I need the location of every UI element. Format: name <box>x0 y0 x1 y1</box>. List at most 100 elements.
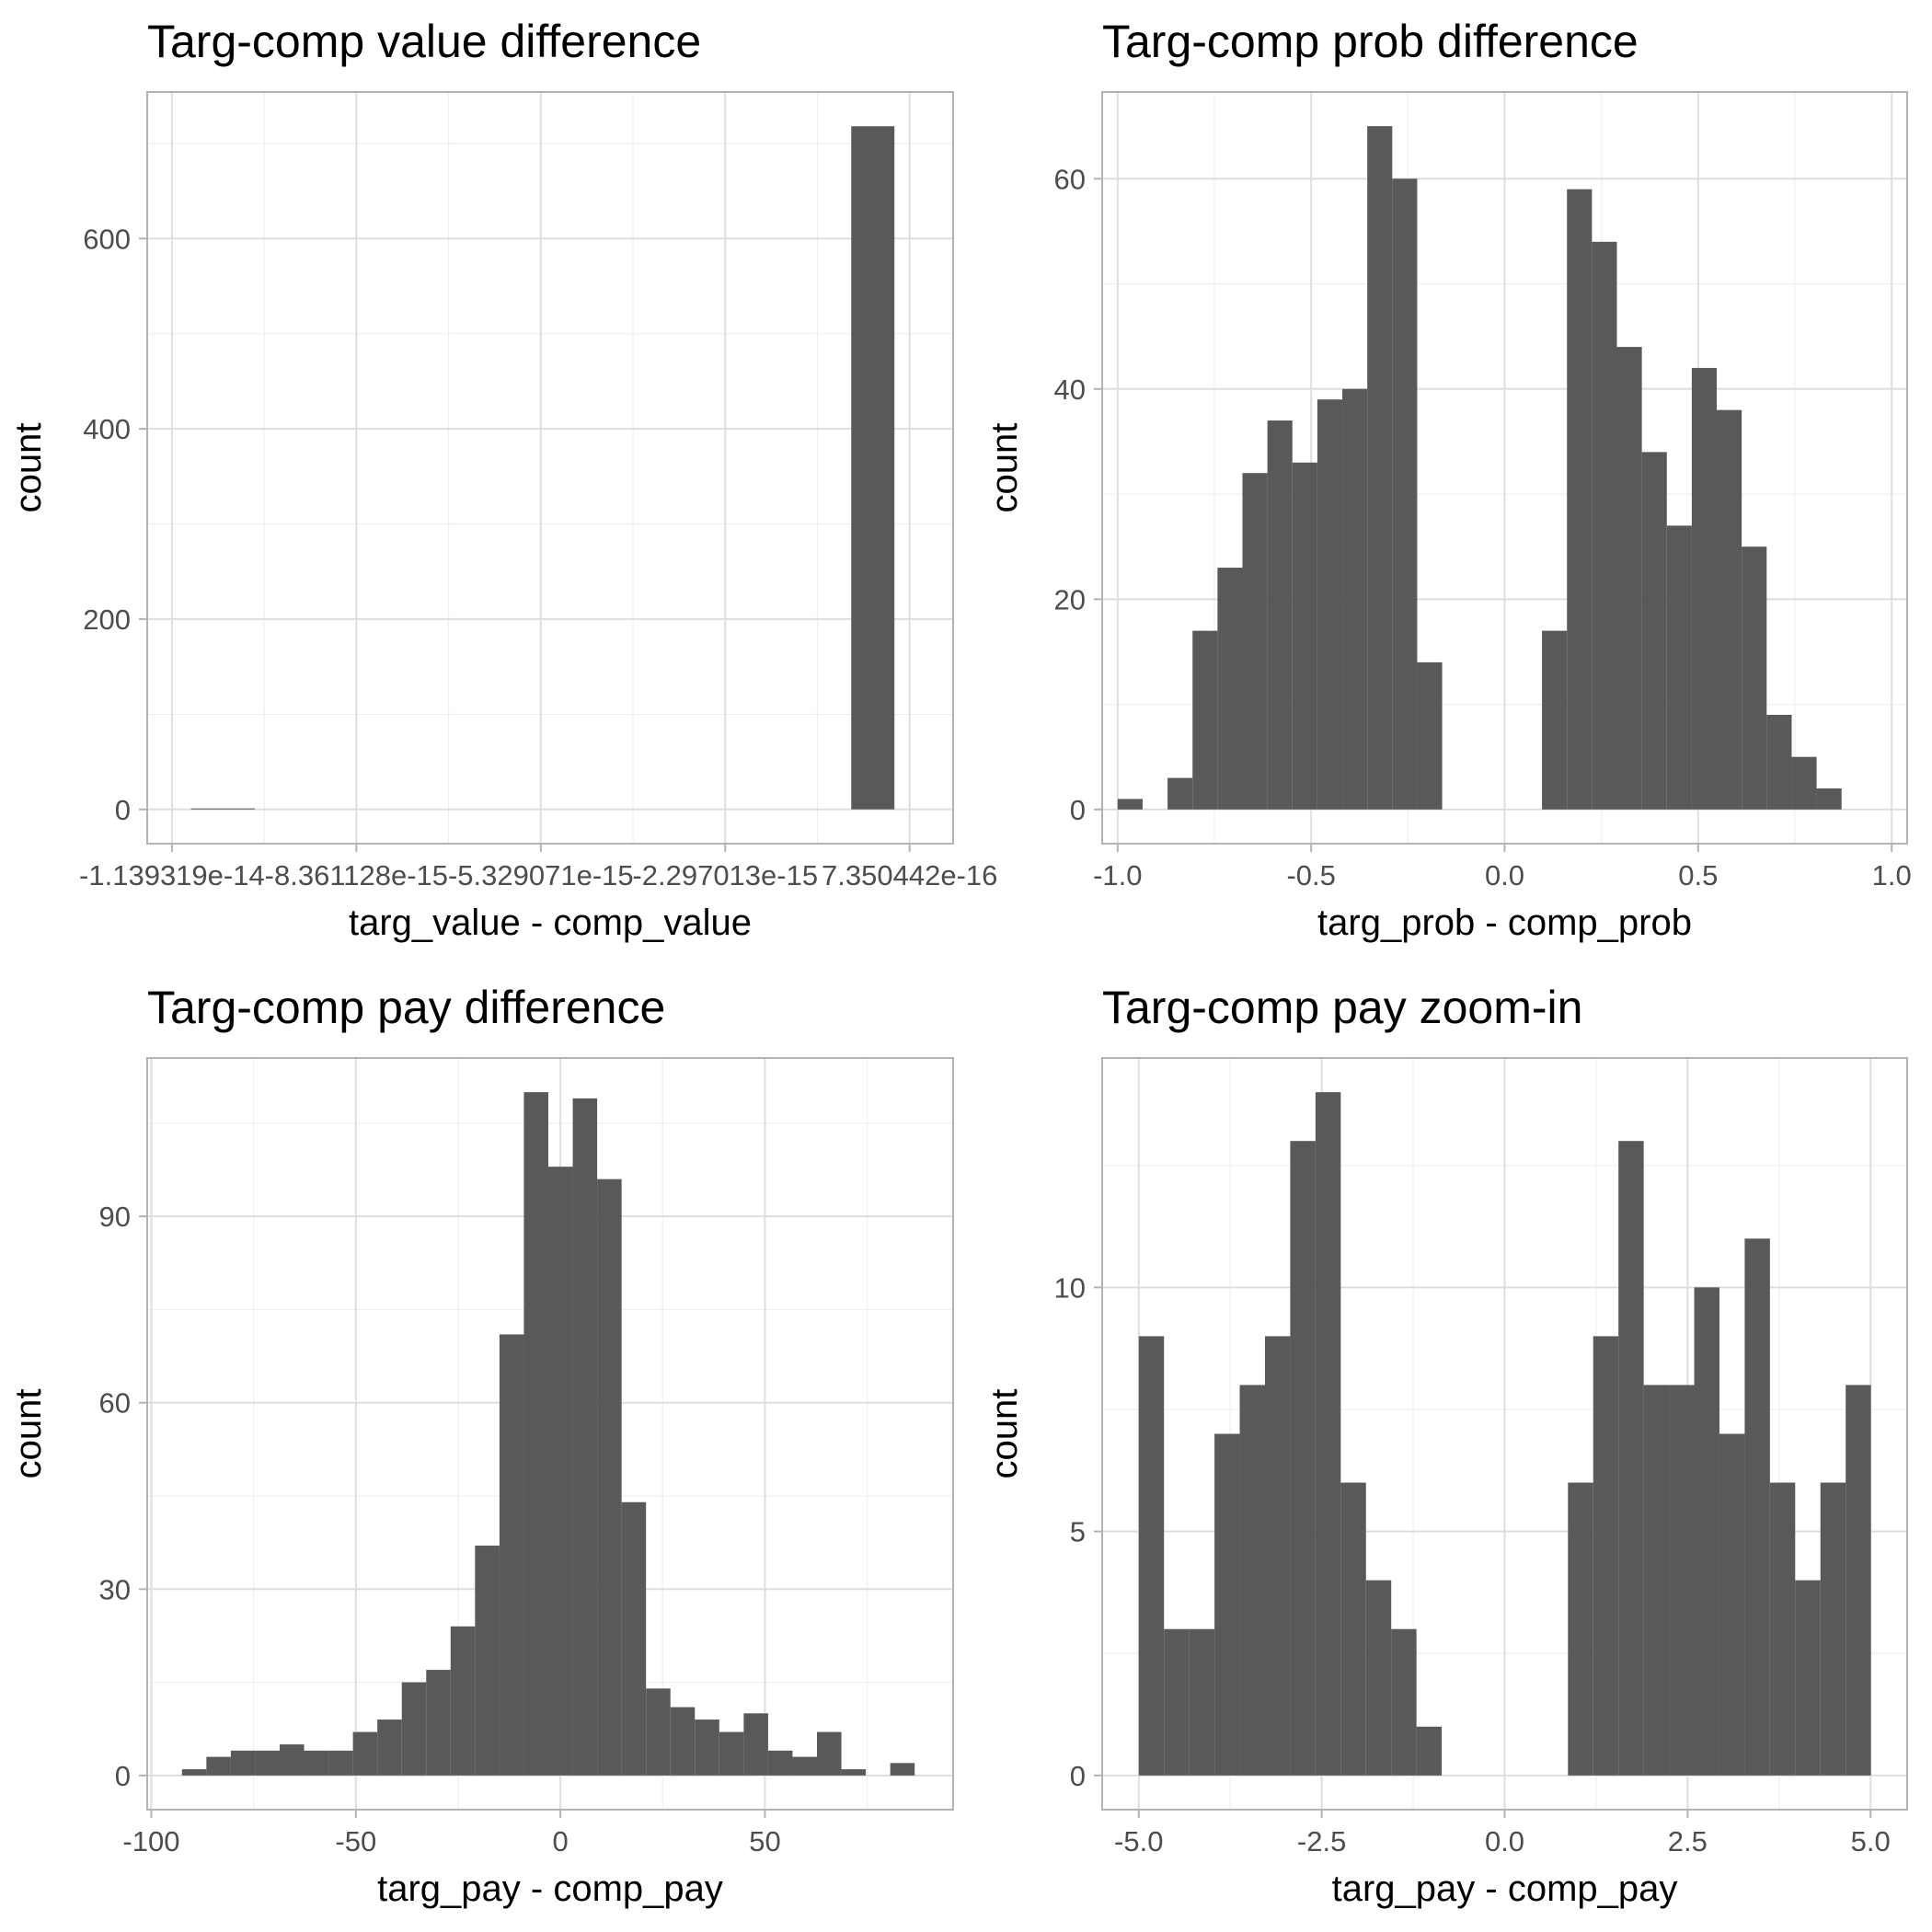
x-axis-title: targ_pay - comp_pay <box>377 1869 723 1909</box>
histogram-bar-25 <box>1744 1238 1770 1776</box>
chart-title: Targ-comp pay zoom-in <box>1102 982 1582 1033</box>
histogram-bar-1 <box>1117 799 1143 810</box>
histogram-bar-22 <box>1641 452 1667 810</box>
x-tick-label: -50 <box>335 1825 376 1857</box>
histogram-bar-18 <box>1568 1482 1593 1776</box>
y-axis-title: count <box>984 423 1025 513</box>
histogram-bar-19 <box>1567 189 1593 810</box>
histogram-bar-2 <box>1164 1628 1190 1776</box>
histogram-bar-18 <box>1542 630 1568 810</box>
histogram-bar-8 <box>1292 462 1317 810</box>
y-tick-label: 0 <box>1070 794 1086 826</box>
histogram-bar-23 <box>1694 1287 1719 1776</box>
histogram-bar-25 <box>1717 409 1742 810</box>
x-tick-label: -100 <box>122 1825 179 1857</box>
x-tick-label: 0.5 <box>1678 859 1718 891</box>
histogram-bar-18 <box>597 1179 622 1776</box>
histogram-bar-26 <box>792 1756 818 1776</box>
y-tick-label: 30 <box>99 1573 131 1605</box>
histogram-bar-20 <box>646 1688 671 1776</box>
x-tick-label: 0 <box>552 1825 568 1857</box>
histogram-bar-11 <box>1367 126 1393 810</box>
y-axis-title: count <box>8 423 49 513</box>
chart-title: Targ-comp pay difference <box>147 982 665 1033</box>
panel-2: 0 20 40 60 -1.0 -0.5 0.0 0.5 1.0 Targ-comp prob d… <box>984 16 1912 943</box>
histogram-bar-10 <box>1365 1580 1392 1776</box>
histogram-bar-10 <box>401 1682 427 1776</box>
x-axis-title: targ_prob - comp_prob <box>1317 903 1692 943</box>
y-tick-label: 10 <box>1054 1271 1086 1304</box>
y-tick-label: 600 <box>83 223 131 255</box>
histogram-bar-26 <box>1742 546 1767 810</box>
histogram-bar-25 <box>767 1750 793 1776</box>
histogram-bar-4 <box>255 1750 280 1776</box>
histogram-bar-1 <box>181 1769 207 1776</box>
histogram-bar-22 <box>1669 1385 1695 1776</box>
histogram-bar-12 <box>450 1626 476 1776</box>
x-tick-label: 50 <box>749 1825 780 1857</box>
histogram-bar-10 <box>1342 388 1368 810</box>
histogram-bar-21 <box>1616 347 1642 810</box>
histogram-bar-9 <box>377 1719 402 1776</box>
histogram-bar-4 <box>1192 630 1218 810</box>
histogram-bar-28 <box>1791 756 1817 810</box>
x-tick-label: 7.350442e-16 <box>822 859 997 891</box>
histogram-bar-8 <box>1315 1092 1341 1776</box>
y-tick-label: 60 <box>1054 163 1086 195</box>
histogram-bar-4 <box>1214 1433 1240 1776</box>
panel-border <box>146 1057 954 1811</box>
histogram-bar-8 <box>352 1731 378 1776</box>
histogram-bar-6 <box>304 1750 329 1776</box>
y-tick-label: 20 <box>1054 583 1086 615</box>
histogram-bar-24 <box>743 1713 768 1776</box>
y-tick-label: 0 <box>115 794 131 826</box>
histogram-bar-14 <box>499 1334 524 1776</box>
histogram-bar-20 <box>1592 241 1617 810</box>
x-tick-label: 0.0 <box>1485 859 1524 891</box>
histogram-bar-23 <box>1666 525 1692 810</box>
histogram-bar-12 <box>1392 178 1418 810</box>
y-tick-label: 200 <box>83 604 131 636</box>
histogram-bar-9 <box>1340 1482 1366 1776</box>
histogram-bar-6 <box>1242 473 1268 810</box>
chart-title: Targ-comp value difference <box>147 16 701 67</box>
y-axis-title: count <box>8 1389 49 1479</box>
x-tick-label: 0.0 <box>1485 1825 1524 1857</box>
x-axis-title: targ_value - comp_value <box>349 903 752 943</box>
x-tick-label: 1.0 <box>1872 859 1912 891</box>
histogram-bar-23 <box>719 1731 744 1776</box>
y-tick-label: 0 <box>115 1760 131 1792</box>
histogram-bar-3 <box>851 126 895 810</box>
y-tick-label: 40 <box>1054 374 1086 406</box>
x-tick-label: 2.5 <box>1668 1825 1708 1857</box>
x-tick-label: -1.139319e-14 <box>79 859 265 891</box>
histogram-bar-15 <box>523 1092 548 1776</box>
histogram-bar-29 <box>1846 1385 1871 1776</box>
histogram-bar-27 <box>817 1731 842 1776</box>
histogram-bar-27 <box>1795 1580 1821 1776</box>
histogram-bar-28 <box>841 1769 867 1776</box>
x-tick-label: -8.361128e-15 <box>265 859 448 891</box>
x-tick-label: -5.329071e-15 <box>448 859 634 891</box>
histogram-bar-21 <box>670 1707 696 1776</box>
x-tick-label: -1.0 <box>1093 859 1142 891</box>
histogram-bar-12 <box>1416 1726 1443 1776</box>
y-tick-label: 90 <box>99 1201 131 1233</box>
histogram-bar-24 <box>1691 367 1718 810</box>
histogram-bar-13 <box>1417 661 1443 810</box>
histogram-bar-17 <box>572 1098 598 1776</box>
histogram-bar-5 <box>1239 1385 1265 1776</box>
histogram-bar-19 <box>1593 1336 1619 1776</box>
histogram-bar-11 <box>426 1670 451 1776</box>
histogram-bar-7 <box>1290 1141 1316 1776</box>
histogram-bar-1 <box>1138 1336 1165 1776</box>
histogram-bar-2 <box>222 808 256 810</box>
histogram-bar-16 <box>547 1167 573 1776</box>
histogram-bar-1 <box>190 808 223 810</box>
histogram-bar-5 <box>1217 568 1243 810</box>
histogram-bar-13 <box>475 1546 500 1776</box>
histogram-bar-27 <box>1766 715 1792 810</box>
histogram-bar-3 <box>230 1750 256 1776</box>
histogram-bar-26 <box>1769 1482 1796 1776</box>
